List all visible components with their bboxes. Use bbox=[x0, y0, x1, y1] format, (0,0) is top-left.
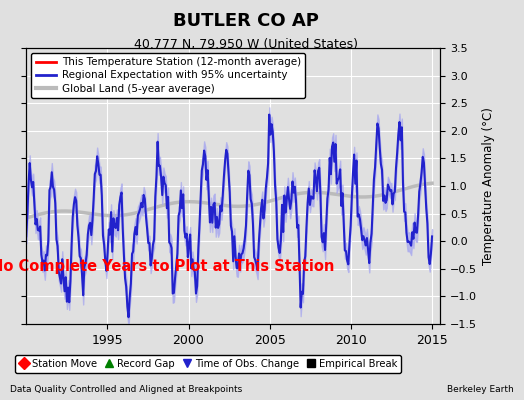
Y-axis label: Temperature Anomaly (°C): Temperature Anomaly (°C) bbox=[483, 107, 495, 265]
Text: Berkeley Earth: Berkeley Earth bbox=[447, 385, 514, 394]
Text: 40.777 N, 79.950 W (United States): 40.777 N, 79.950 W (United States) bbox=[134, 38, 358, 51]
Text: No Complete Years to Plot at This Station: No Complete Years to Plot at This Statio… bbox=[0, 258, 334, 274]
Text: BUTLER CO AP: BUTLER CO AP bbox=[173, 12, 319, 30]
Text: Data Quality Controlled and Aligned at Breakpoints: Data Quality Controlled and Aligned at B… bbox=[10, 385, 243, 394]
Legend: Station Move, Record Gap, Time of Obs. Change, Empirical Break: Station Move, Record Gap, Time of Obs. C… bbox=[15, 355, 401, 373]
